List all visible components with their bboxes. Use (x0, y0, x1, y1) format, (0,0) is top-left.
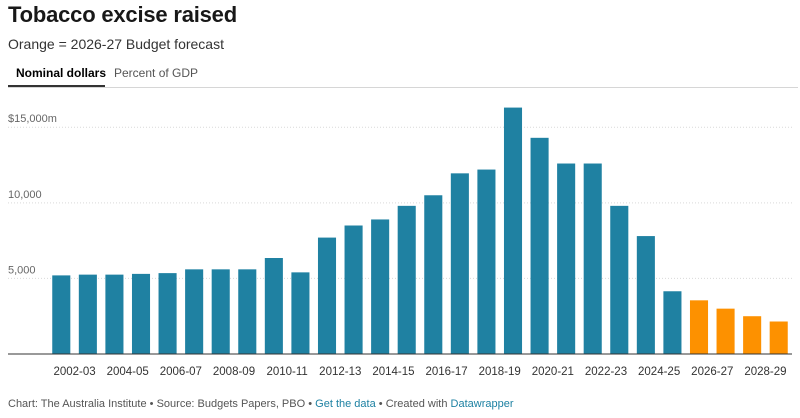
footer-source: Source: Budgets Papers, PBO (156, 398, 306, 410)
bar-2005-06 (131, 273, 151, 354)
tab-bar: Nominal dollars Percent of GDP (8, 62, 798, 88)
bar-2029-30 (769, 321, 788, 354)
bar-2003-04 (78, 274, 97, 354)
x-tick-label: 2024-25 (638, 366, 680, 378)
footer-created-with: Created with (385, 398, 448, 410)
x-tick-label: 2020-21 (532, 366, 574, 378)
bar-2014-15 (371, 219, 390, 354)
bar-2018-19 (477, 169, 496, 354)
bar-2024-25 (636, 236, 655, 354)
bar-2026-27 (689, 300, 709, 354)
active-tab-indicator (8, 85, 105, 87)
bar-2019-20 (503, 107, 523, 354)
x-tick-label: 2022-23 (585, 366, 627, 378)
x-tick-label: 2012-13 (319, 366, 361, 378)
bar-2012-13 (317, 237, 337, 354)
bar-2016-17 (424, 195, 443, 354)
bar-2027-28 (716, 308, 735, 354)
chart-subtitle: Orange = 2026-27 Budget forecast (8, 36, 224, 52)
x-tick-label: 2016-17 (425, 366, 467, 378)
bars (52, 107, 788, 354)
bar-chart: 5,000 10,000 $15,000m 2002-03 2004-05 2006-0… (8, 107, 792, 378)
x-tick-label: 2018-19 (479, 366, 521, 378)
bar-2023-24 (610, 205, 629, 354)
footer-separator: • (149, 398, 154, 410)
x-tick-label: 2002-03 (53, 366, 95, 378)
y-tick-label: $15,000m (8, 113, 57, 125)
bar-2015-16 (397, 205, 416, 354)
bar-2013-14 (344, 225, 363, 354)
y-tick-label: 5,000 (8, 264, 36, 276)
get-the-data-link[interactable]: Get the data (315, 398, 376, 410)
bar-2002-03 (52, 275, 71, 354)
bar-2022-23 (583, 163, 602, 354)
bar-2028-29 (743, 316, 762, 354)
bar-2021-22 (557, 163, 576, 354)
x-tick-label: 2006-07 (160, 366, 202, 378)
x-tick-label: 2028-29 (744, 366, 786, 378)
y-tick-label: 10,000 (8, 189, 42, 201)
footer-separator: • (308, 398, 313, 410)
tab-nominal-dollars[interactable]: Nominal dollars (16, 66, 107, 80)
chart-footer: Chart: The Australia Institute • Source:… (8, 398, 514, 410)
tab-percent-of-gdp[interactable]: Percent of GDP (114, 66, 199, 80)
x-tick-label: 2008-09 (213, 366, 255, 378)
bar-2006-07 (158, 273, 177, 354)
x-tick-label: 2010-11 (266, 366, 307, 378)
bar-2009-10 (238, 269, 257, 354)
bar-2004-05 (105, 274, 124, 354)
bar-2008-09 (211, 269, 230, 354)
bar-2011-12 (291, 272, 310, 354)
x-axis: 2002-03 2004-05 2006-07 2008-09 2010-11 2012-… (8, 353, 792, 378)
grid-lines: 5,000 10,000 $15,000m (8, 113, 792, 279)
bar-2020-21 (530, 137, 549, 354)
bar-2017-18 (450, 173, 469, 354)
bar-2010-11 (264, 258, 283, 354)
x-tick-label: 2014-15 (372, 366, 414, 378)
x-tick-label: 2026-27 (691, 366, 733, 378)
footer-separator: • (378, 398, 383, 410)
x-tick-label: 2004-05 (107, 366, 149, 378)
datawrapper-link[interactable]: Datawrapper (450, 398, 514, 410)
bar-2025-26 (663, 291, 682, 354)
chart-title: Tobacco excise raised (8, 2, 237, 27)
footer-credit: Chart: The Australia Institute (8, 398, 147, 410)
bar-2007-08 (185, 269, 204, 354)
